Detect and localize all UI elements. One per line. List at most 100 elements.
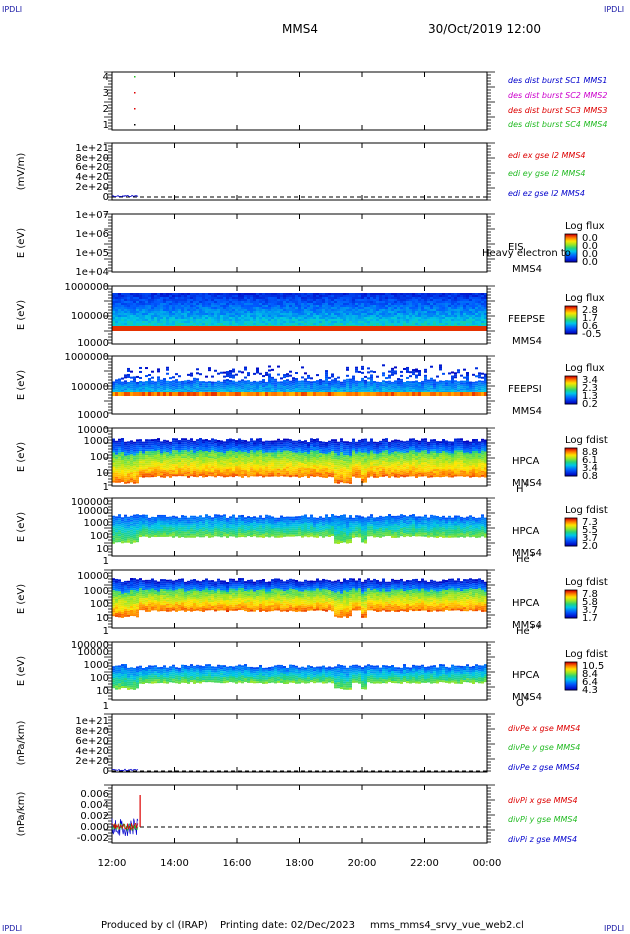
spectrogram-cell xyxy=(373,390,376,393)
spectrogram-cell xyxy=(181,305,184,307)
spectrogram-cell xyxy=(142,459,145,462)
spectrogram-cell xyxy=(469,387,472,390)
spectrogram-cell xyxy=(139,295,142,297)
spectrogram-cell xyxy=(334,293,337,295)
spectrogram-cell xyxy=(280,326,283,331)
spectrogram-cell xyxy=(358,384,361,387)
spectrogram-cell xyxy=(211,456,214,459)
spectrogram-cell xyxy=(154,460,157,463)
spectrogram-cell xyxy=(229,297,232,299)
spectrogram-cell xyxy=(241,473,244,476)
spectrogram-cell xyxy=(265,474,268,477)
spectrogram-cell xyxy=(331,389,334,392)
spectrogram-cell xyxy=(289,297,292,299)
spectrogram-cell xyxy=(211,450,214,453)
spectrogram-hpca_h xyxy=(112,438,487,484)
spectrogram-cell xyxy=(178,319,181,321)
spectrogram-cell xyxy=(229,446,232,449)
spectrogram-cell xyxy=(319,326,322,331)
spectrogram-cell xyxy=(439,301,442,303)
spectrogram-cell xyxy=(442,305,445,307)
spectrogram-cell xyxy=(262,392,265,396)
spectrogram-cell xyxy=(148,443,151,446)
spectrogram-cell xyxy=(235,293,238,295)
spectrogram-cell xyxy=(247,447,250,450)
spectrogram-cell xyxy=(148,473,151,476)
spectrogram-cell xyxy=(145,319,148,321)
spectrogram-cell xyxy=(406,380,409,383)
spectrogram-cell xyxy=(115,307,118,309)
spectrogram-cell xyxy=(445,380,448,383)
spectrogram-cell xyxy=(262,457,265,460)
spectrogram-cell xyxy=(169,309,172,311)
spectrogram-cell xyxy=(436,319,439,321)
spectrogram-cell xyxy=(253,470,256,473)
spectrogram-cell xyxy=(289,293,292,295)
spectrogram-cell xyxy=(409,392,412,396)
spectrogram-cell xyxy=(367,307,370,309)
spectrogram-cell xyxy=(385,385,388,388)
spectrogram-cell xyxy=(214,385,217,388)
spectrogram-cell xyxy=(172,462,175,465)
spectrogram-cell xyxy=(469,381,472,384)
spectrogram-cell xyxy=(277,305,280,307)
spectrogram-cell xyxy=(199,301,202,303)
spectrogram-cell xyxy=(214,473,217,476)
spectrogram-cell xyxy=(196,449,199,452)
spectrogram-cell xyxy=(265,319,268,321)
spectrogram-cell xyxy=(157,303,160,305)
spectrogram-cell xyxy=(217,305,220,307)
spectrogram-cell xyxy=(130,305,133,307)
spectrogram-cell xyxy=(220,385,223,388)
spectrogram-cell xyxy=(373,380,376,383)
colorbar-swatch xyxy=(565,332,577,334)
spectrogram-cell xyxy=(280,303,283,305)
spectrogram-cell xyxy=(115,303,118,305)
spectrogram-cell xyxy=(247,465,250,468)
spectrogram-cell xyxy=(346,380,349,383)
spectrogram-cell xyxy=(403,383,406,386)
spectrogram-cell xyxy=(112,326,115,331)
spectrogram-cell xyxy=(394,309,397,311)
spectrogram-cell xyxy=(247,457,250,460)
spectrogram-cell xyxy=(193,311,196,313)
spectrogram-cell xyxy=(400,313,403,315)
spectrogram-cell xyxy=(412,387,415,390)
spectrogram-cell xyxy=(424,301,427,303)
spectrogram-cell xyxy=(244,392,247,396)
spectrogram-cell xyxy=(181,295,184,297)
spectrogram-cell xyxy=(112,313,115,315)
legend-entry: edi ez gse l2 MMS4 xyxy=(508,189,585,198)
spectrogram-cell xyxy=(292,297,295,299)
spectrogram-cell xyxy=(226,309,229,311)
spectrogram-cell xyxy=(124,374,127,377)
spectrogram-cell xyxy=(193,466,196,469)
spectrogram-cell xyxy=(169,319,172,321)
spectrogram-cell xyxy=(121,456,124,459)
spectrogram-cell xyxy=(127,467,130,470)
spectrogram-cell xyxy=(205,315,208,317)
spectrogram-cell xyxy=(145,387,148,390)
spectrogram-cell xyxy=(310,326,313,331)
spectrogram-cell xyxy=(286,313,289,315)
spectrogram-cell xyxy=(169,299,172,301)
spectrogram-cell xyxy=(190,380,193,383)
spectrogram-cell xyxy=(250,305,253,307)
spectrogram-cell xyxy=(172,313,175,315)
spectrogram-cell xyxy=(406,382,409,385)
spectrogram-cell xyxy=(166,372,169,375)
spectrogram-cell xyxy=(193,307,196,309)
spectrogram-cell xyxy=(451,321,454,323)
spectrogram-cell xyxy=(352,293,355,295)
spectrogram-cell xyxy=(232,382,235,385)
spectrogram-cell xyxy=(253,444,256,447)
spectrogram-cell xyxy=(265,440,268,443)
spectrogram-cell xyxy=(304,380,307,383)
spectrogram-cell xyxy=(241,299,244,301)
spectrogram-cell xyxy=(232,390,235,393)
spectrogram-cell xyxy=(181,470,184,473)
spectrogram-cell xyxy=(136,461,139,464)
spectrogram-cell xyxy=(442,293,445,295)
spectrogram-cell xyxy=(169,451,172,454)
spectrogram-cell xyxy=(316,326,319,331)
